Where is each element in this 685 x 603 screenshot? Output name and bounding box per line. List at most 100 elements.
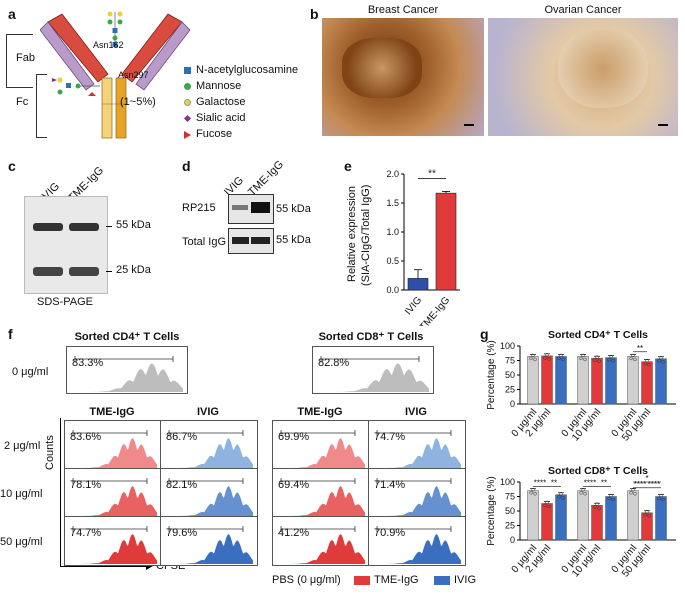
cfse-axis <box>60 566 150 567</box>
marker-55kda: 55 kDa <box>116 219 151 231</box>
asn297-label: Asn297 <box>118 70 149 80</box>
ovarian-cancer-title: Ovarian Cancer <box>544 4 622 16</box>
data-point <box>611 358 615 363</box>
bar-ivig <box>407 278 429 291</box>
histogram-percent: 74.7% <box>70 527 102 539</box>
histogram-peak <box>373 438 461 468</box>
bar-tme-igg <box>591 357 603 405</box>
histogram-percent: 82.8% <box>318 357 350 369</box>
sig-label: ** <box>637 344 643 353</box>
bar-ivig <box>655 496 667 541</box>
histogram-cd8-tme-dose-0: 69.9% <box>272 420 370 470</box>
panel-label-f: f <box>8 326 13 342</box>
sds-page-caption: SDS-PAGE <box>36 296 94 308</box>
legend-ivig-swatch <box>434 576 450 585</box>
data-point <box>557 495 561 499</box>
fab-label: Fab <box>16 52 35 64</box>
histogram-peak <box>69 486 157 516</box>
data-point <box>629 356 633 361</box>
data-point <box>607 496 611 501</box>
gel-band <box>33 223 63 231</box>
sig-label: **** <box>534 479 546 488</box>
histogram-cd8-ivig-dose-0: 74.7% <box>368 420 466 470</box>
antibody-fc-stems <box>101 77 127 139</box>
f-legend: PBS (0 μg/ml) TME-IgG IVIG <box>272 574 512 588</box>
histogram-cd4-ivig-dose-0: 86.7% <box>160 420 258 470</box>
data-point <box>645 358 649 363</box>
x-tick-label: IVIG <box>403 295 424 318</box>
col-tme-cd4: TME-IgG <box>89 406 135 418</box>
data-point <box>611 497 615 502</box>
bar-pbs <box>577 356 589 405</box>
fab-region-label: Fab <box>6 34 46 88</box>
marker-55kda: 55 kDa <box>276 234 311 246</box>
row-label-rp215: RP215 <box>182 202 216 214</box>
antibody-heavy-chain-left <box>40 13 109 91</box>
data-point <box>595 502 599 506</box>
histogram-percent: 86.7% <box>166 431 198 443</box>
gel-band <box>33 267 63 276</box>
data-point <box>557 356 561 361</box>
data-point <box>583 491 587 496</box>
panel-label-g: g <box>480 326 489 342</box>
lane-label-tme-igg: TME-IgG <box>246 158 287 199</box>
y-tick-label: 0.0 <box>386 285 399 295</box>
counts-axis <box>60 418 61 566</box>
blot-band <box>251 202 270 213</box>
blot-band <box>232 237 249 244</box>
percent-label: (1~5%) <box>120 96 156 108</box>
marker-55kda: 55 kDa <box>276 203 311 215</box>
scale-bar <box>464 124 474 126</box>
histogram-peak <box>317 363 429 392</box>
data-point <box>581 353 585 358</box>
bar-pbs <box>577 490 589 541</box>
panel-label-a: a <box>8 6 16 22</box>
sig-label: ** <box>428 169 436 180</box>
sig-label: ** <box>551 479 557 488</box>
bar-tme-igg <box>541 503 553 541</box>
histogram-percent: 69.4% <box>278 479 310 491</box>
legend-label: Sialic acid <box>196 112 246 124</box>
y-tick-label: 50 <box>505 506 515 516</box>
data-point <box>533 357 537 362</box>
western-blot-total-igg <box>228 228 274 254</box>
bar-pbs <box>527 490 539 541</box>
cd8-title: Sorted CD8⁺ T Cells <box>318 331 424 343</box>
data-point <box>597 359 601 363</box>
fc-label: Fc <box>16 96 29 108</box>
bar-pbs <box>527 356 539 405</box>
histogram-cd4-zero: 83.3% <box>66 346 188 394</box>
histogram-peak <box>277 438 365 468</box>
data-point <box>609 493 613 498</box>
histogram-peak <box>165 534 253 564</box>
legend-item-mannose: Mannose <box>184 80 324 96</box>
data-point <box>661 360 665 364</box>
bar-tme-igg <box>591 504 603 541</box>
histogram-peak <box>373 486 461 516</box>
breast-cancer-ihc-image <box>322 18 484 136</box>
bar-ivig <box>555 494 567 541</box>
sds-page-gel <box>24 196 108 294</box>
data-point <box>529 356 533 361</box>
y-tick-label: 0 <box>510 399 515 409</box>
histogram-peak <box>165 438 253 468</box>
western-blot-rp215 <box>228 194 274 224</box>
histogram-cd8-ivig-dose-1: 71.4% <box>368 468 466 518</box>
histogram-percent: 71.4% <box>374 479 406 491</box>
gel-band <box>69 267 99 276</box>
antibody-diagram <box>40 11 190 139</box>
data-point <box>579 356 583 361</box>
data-point <box>543 356 547 360</box>
legend-item-fucose: Fucose <box>184 128 324 144</box>
data-point <box>531 353 535 358</box>
chart-title: Sorted CD4⁺ T Cells <box>548 329 648 341</box>
legend-item-glcnac: N-acetylglucosamine <box>184 64 324 80</box>
antibody-heavy-chain-right <box>121 13 190 91</box>
data-point <box>657 496 661 501</box>
histogram-cd4-ivig-dose-1: 82.1% <box>160 468 258 518</box>
bar-pbs <box>627 356 639 405</box>
histogram-percent: 41.2% <box>278 527 310 539</box>
sig-label: **** <box>648 480 660 489</box>
data-point <box>593 358 597 362</box>
circle-icon <box>184 83 191 90</box>
